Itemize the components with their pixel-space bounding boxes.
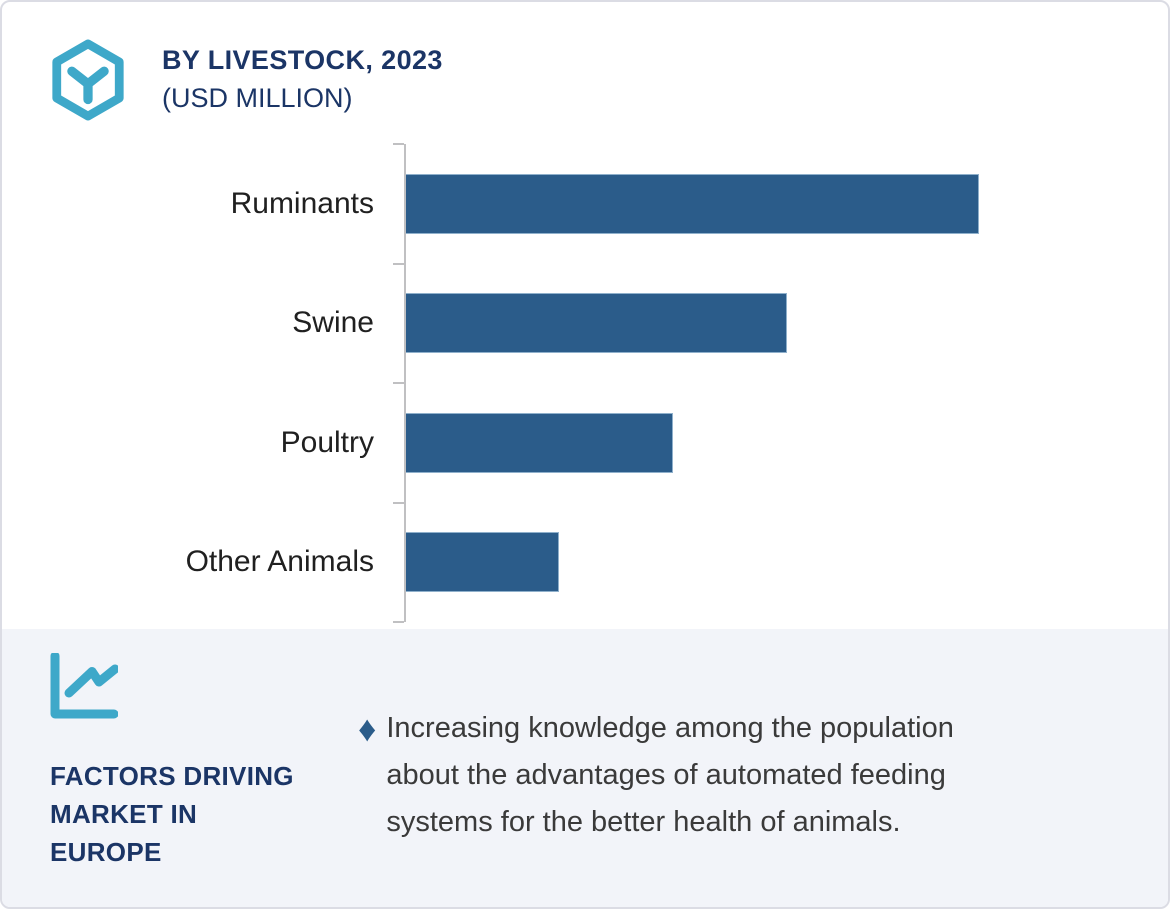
- chart-subtitle: (USD MILLION): [162, 83, 353, 113]
- plot-area: [393, 382, 1168, 503]
- factors-heading: FACTORS DRIVING MARKET IN EUROPE: [50, 757, 294, 871]
- factor-text-line: systems for the better health of animals…: [386, 806, 901, 838]
- category-label: Poultry: [280, 425, 374, 459]
- factors-heading-line: FACTORS DRIVING: [50, 761, 294, 791]
- factor-bullet-item: ♦ Increasing knowledge among the populat…: [358, 705, 954, 846]
- plot-area: [393, 501, 1168, 623]
- hexagon-cube-icon: [52, 39, 124, 121]
- factors-block: FACTORS DRIVING MARKET IN EUROPE: [50, 653, 294, 871]
- category-label: Other Animals: [185, 545, 374, 579]
- category-label: Ruminants: [230, 186, 374, 220]
- bar-other-animals: [406, 532, 559, 593]
- factor-text-line: about the advantages of automated feedin…: [386, 759, 946, 791]
- bar-swine: [406, 293, 787, 354]
- bar-chart: Ruminants Swine Poultry Other Animals: [2, 143, 1168, 623]
- chart-header: BY LIVESTOCK, 2023 (USD MILLION): [47, 38, 443, 122]
- chart-row: Poultry: [2, 382, 1168, 503]
- factor-text-line: Increasing knowledge among the populatio…: [386, 712, 954, 744]
- bar-poultry: [406, 412, 673, 473]
- factor-text: Increasing knowledge among the populatio…: [386, 705, 954, 846]
- factors-heading-line: EUROPE: [50, 837, 162, 867]
- bar-ruminants: [406, 173, 979, 234]
- line-chart-icon: [50, 653, 118, 719]
- chart-row: Ruminants: [2, 143, 1168, 264]
- chart-row: Other Animals: [2, 501, 1168, 623]
- diamond-bullet-icon: ♦: [358, 708, 377, 749]
- category-label: Swine: [292, 306, 374, 340]
- chart-row: Swine: [2, 262, 1168, 383]
- chart-title-block: BY LIVESTOCK, 2023 (USD MILLION): [162, 45, 443, 114]
- chart-title: BY LIVESTOCK, 2023: [162, 45, 443, 75]
- factors-panel: FACTORS DRIVING MARKET IN EUROPE ♦ Incre…: [2, 629, 1168, 907]
- plot-area: [393, 262, 1168, 383]
- factors-heading-line: MARKET IN: [50, 799, 198, 829]
- plot-area: [393, 143, 1168, 264]
